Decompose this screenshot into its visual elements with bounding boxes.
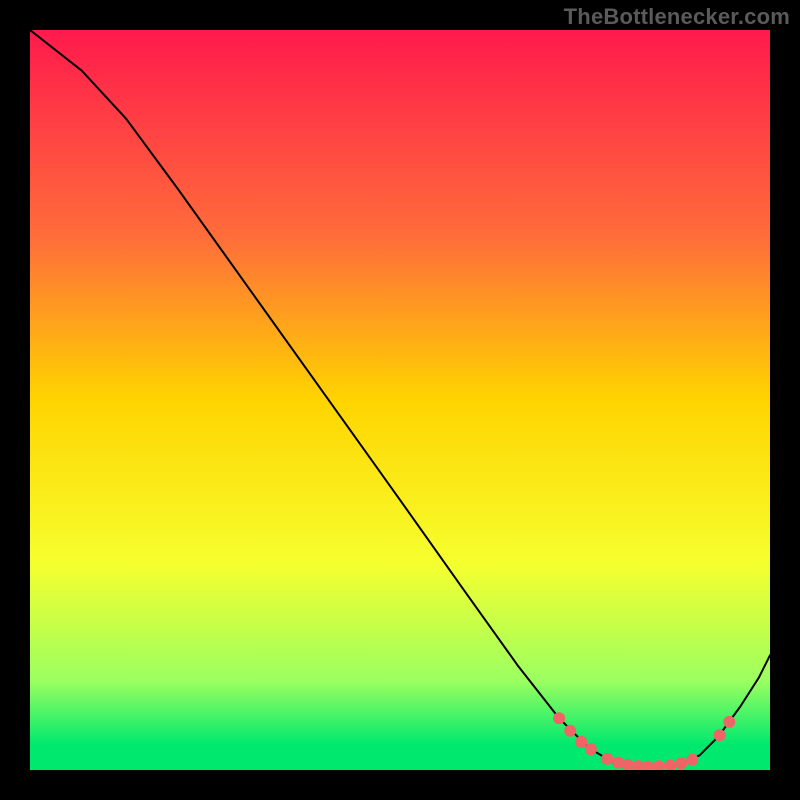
curve-marker <box>724 716 735 727</box>
curve-marker <box>687 754 698 765</box>
curve-marker <box>585 744 596 755</box>
curve-marker <box>676 758 687 769</box>
curve-marker <box>665 760 676 770</box>
curve-marker <box>642 761 653 770</box>
bottleneck-curve-chart <box>30 30 770 770</box>
gradient-background <box>30 30 770 770</box>
curve-marker <box>602 753 613 764</box>
curve-marker <box>654 761 665 770</box>
curve-marker <box>554 713 565 724</box>
curve-marker <box>576 736 587 747</box>
watermark-text: TheBottlenecker.com <box>564 4 790 30</box>
curve-marker <box>714 730 725 741</box>
plot-area <box>30 30 770 770</box>
chart-container: TheBottlenecker.com <box>0 0 800 800</box>
curve-marker <box>622 759 633 770</box>
curve-marker <box>565 725 576 736</box>
